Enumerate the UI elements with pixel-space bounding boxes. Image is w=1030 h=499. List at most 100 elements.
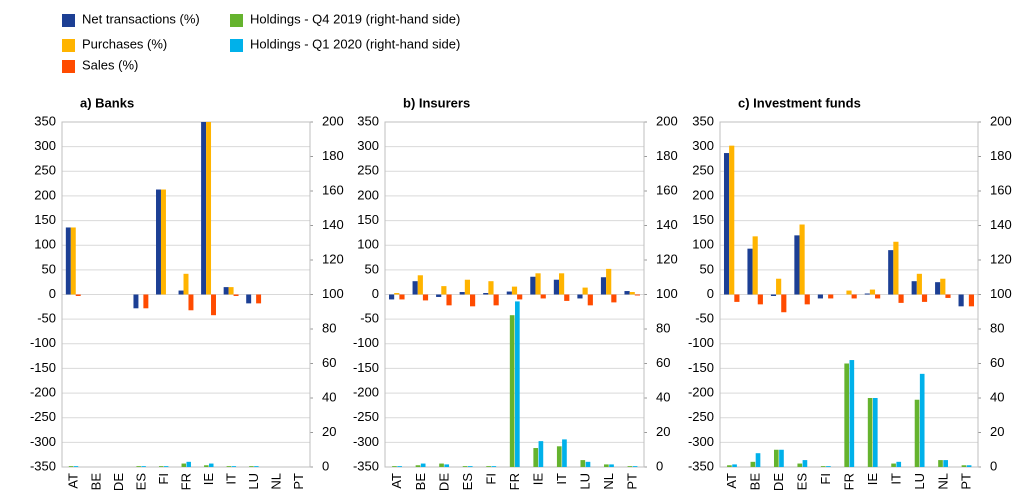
x-tick-label: NL [269,473,284,490]
bar [412,281,418,295]
y-tick-label: -50 [360,311,379,326]
y-tick-label: 350 [357,113,379,128]
y-tick-label: -300 [688,434,714,449]
x-tick-label: PT [291,473,306,490]
holding-bar [186,461,191,467]
x-tick-label: AT [389,473,404,489]
y-tick-label: -200 [688,385,714,400]
bar [935,282,941,295]
y2-tick-label: 20 [990,424,1004,439]
y-tick-label: -150 [688,360,714,375]
y-tick-label: -350 [30,458,56,473]
legend-swatch [62,60,75,73]
y-tick-label: 150 [34,212,56,227]
bar [799,224,805,295]
bar [143,294,149,309]
holding-bar [891,463,896,467]
y2-tick-label: 20 [656,424,670,439]
bar [869,289,876,295]
holding-bar [632,466,638,467]
bar [875,294,881,299]
bar [246,294,252,304]
holding-bar [585,461,591,467]
y2-tick-label: 100 [990,286,1012,301]
x-tick-label: IT [888,473,903,485]
y2-tick-label: 140 [990,217,1012,232]
y2-tick-label: 200 [990,113,1012,128]
bar [940,278,946,295]
bar [553,279,560,295]
holding-bar [515,301,520,467]
y-tick-label: 350 [34,113,56,128]
bar [206,122,212,295]
x-tick-label: FR [841,473,856,490]
holding-bar [533,448,539,467]
bar [600,277,607,295]
holding-bar [604,464,609,467]
y-tick-label: 200 [357,187,379,202]
y2-tick-label: 20 [322,424,336,439]
holding-bar [397,466,402,467]
x-tick-label: FR [178,473,193,490]
holding-bar [872,398,878,467]
legend-swatch [62,39,75,52]
y-tick-label: 350 [692,113,714,128]
holding-bar [158,466,164,467]
legend-label: Holdings - Q1 2020 (right-hand side) [250,36,460,51]
y2-tick-label: 0 [656,458,663,473]
x-tick-label: FI [818,473,833,485]
holding-bar [732,464,737,467]
bar [530,276,536,295]
holding-bar [867,398,873,467]
y-tick-label: 300 [692,138,714,153]
bar [446,294,452,306]
y2-tick-label: 160 [322,182,344,197]
bar [211,294,216,316]
bar [945,294,951,298]
holding-bar [820,466,826,467]
holding-bar [627,466,633,467]
y-tick-label: 300 [34,138,56,153]
bar [188,294,194,311]
holding-bar [914,399,920,467]
bar [770,294,777,296]
y-tick-label: -200 [30,385,56,400]
holding-bar [254,466,259,467]
y-tick-label: -50 [695,311,714,326]
x-tick-label: AT [724,473,739,489]
legend-label: Net transactions (%) [82,11,200,26]
holding-bar [141,466,146,467]
y-tick-label: 100 [692,237,714,252]
y-tick-label: -250 [353,409,379,424]
bar [256,294,262,304]
legend-swatch [230,14,243,27]
bar [156,189,161,295]
y2-tick-label: 120 [322,251,344,266]
y2-tick-label: 40 [990,389,1004,404]
holding-bar [844,363,849,467]
holding-bar [580,460,586,467]
bar [469,294,476,307]
holding-bar [226,466,232,467]
y2-tick-label: 180 [656,148,678,163]
x-tick-label: FR [507,473,522,490]
y-tick-label: -350 [353,458,379,473]
y2-tick-label: 80 [322,320,336,335]
bar [436,294,442,297]
bar [464,279,470,295]
holding-bar [802,460,808,467]
bar [75,294,81,296]
y-tick-label: -150 [353,360,379,375]
bar [747,248,753,295]
holding-bar [163,466,169,467]
bar [399,294,405,300]
bar [417,275,423,295]
x-tick-label: BE [413,473,428,491]
bar [228,287,234,295]
bar [233,294,239,296]
bar [223,287,229,295]
bar [582,287,588,295]
y2-tick-label: 140 [322,217,344,232]
legend-label: Sales (%) [82,57,138,72]
x-tick-label: IE [201,473,216,486]
